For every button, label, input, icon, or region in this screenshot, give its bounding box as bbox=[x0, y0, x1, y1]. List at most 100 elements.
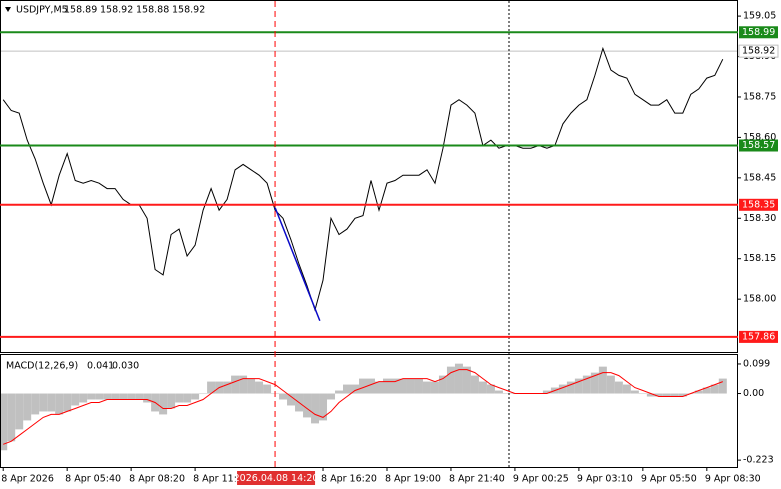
macd-bar bbox=[183, 393, 192, 403]
x-tick-label: 8 Apr 2026 bbox=[1, 474, 54, 485]
level-label-box bbox=[739, 198, 778, 211]
macd-bar bbox=[470, 375, 479, 394]
level-label: 158.99 bbox=[742, 27, 775, 38]
macd-bar bbox=[303, 393, 312, 418]
macd-bar bbox=[119, 393, 128, 400]
macd-bar bbox=[718, 378, 727, 394]
macd-bar bbox=[614, 381, 623, 394]
trendline bbox=[274, 207, 321, 322]
macd-bar bbox=[646, 393, 655, 397]
macd-bar bbox=[279, 393, 288, 400]
macd-bar bbox=[343, 384, 352, 394]
macd-bar bbox=[502, 393, 511, 395]
macd-bar bbox=[255, 381, 264, 394]
level-label-box bbox=[739, 139, 778, 152]
macd-bar bbox=[15, 393, 24, 430]
level-label: 158.57 bbox=[742, 140, 775, 151]
macd-bar bbox=[319, 393, 328, 421]
macd-bar bbox=[103, 393, 112, 400]
macd-bar bbox=[486, 384, 495, 394]
macd-bar bbox=[247, 378, 256, 394]
x-tick-label: 9 Apr 08:30 bbox=[705, 474, 761, 485]
macd-bar bbox=[175, 393, 184, 403]
macd-bar bbox=[566, 381, 575, 394]
macd-bar bbox=[654, 393, 663, 397]
macd-readout: 0.030 bbox=[112, 361, 139, 372]
y-tick-label: 159.05 bbox=[743, 11, 776, 22]
current-price-box bbox=[738, 44, 779, 58]
macd-bar bbox=[199, 393, 208, 395]
symbol-title: USDJPY,M5 bbox=[16, 5, 68, 16]
current-price-label: 158.92 bbox=[742, 46, 775, 57]
macd-bar bbox=[263, 384, 272, 394]
y-tick-label: 158.45 bbox=[743, 172, 776, 183]
macd-bar bbox=[143, 393, 152, 403]
macd-panel-frame bbox=[0, 354, 738, 468]
macd-bar bbox=[167, 393, 176, 409]
macd-bar bbox=[574, 378, 583, 394]
cursor-label-box bbox=[237, 471, 316, 485]
macd-bar bbox=[351, 384, 360, 394]
cursor-label: 2026.04.08 14:20 bbox=[234, 473, 319, 484]
macd-bar bbox=[87, 393, 96, 400]
signal-line bbox=[3, 369, 723, 445]
macd-bar bbox=[694, 390, 703, 394]
ohlc-high: 158.92 bbox=[100, 5, 133, 16]
x-tick-label: 9 Apr 03:10 bbox=[577, 474, 633, 485]
y-tick-label: 158.60 bbox=[743, 132, 776, 143]
macd-bar bbox=[0, 393, 8, 451]
macd-title: MACD(12,26,9) bbox=[6, 361, 78, 372]
macd-bar bbox=[558, 384, 567, 394]
ohlc-low: 158.88 bbox=[136, 5, 169, 16]
macd-bar bbox=[231, 375, 240, 394]
macd-bar bbox=[670, 393, 679, 397]
macd-bar bbox=[630, 390, 639, 394]
macd-bar bbox=[55, 393, 64, 415]
macd-bar bbox=[95, 393, 104, 400]
macd-bar bbox=[678, 393, 687, 397]
macd-bar bbox=[71, 393, 80, 406]
macd-bar bbox=[135, 393, 144, 400]
y-tick-label: -0.223 bbox=[743, 455, 774, 466]
macd-bar bbox=[454, 363, 463, 394]
macd-bar bbox=[63, 393, 72, 412]
macd-bar bbox=[239, 375, 248, 394]
level-label: 158.35 bbox=[742, 199, 775, 210]
macd-bar bbox=[598, 366, 607, 394]
macd-bar bbox=[478, 381, 487, 394]
macd-bar bbox=[398, 378, 407, 394]
macd-bar bbox=[542, 390, 551, 394]
x-tick-label: 8 Apr 16:20 bbox=[321, 474, 377, 485]
level-label-box bbox=[739, 26, 778, 39]
x-tick-label: 8 Apr 11:00 bbox=[193, 474, 249, 485]
price-line bbox=[2, 46, 724, 312]
x-tick-label: 9 Apr 00:25 bbox=[513, 474, 569, 485]
macd-bar bbox=[606, 375, 615, 394]
macd-bar bbox=[590, 372, 599, 394]
macd-bar bbox=[207, 381, 216, 394]
y-tick-label: 158.15 bbox=[743, 253, 776, 264]
macd-bar bbox=[7, 393, 16, 442]
y-tick-label: 158.00 bbox=[743, 294, 776, 305]
macd-bar bbox=[494, 390, 503, 394]
macd-bar bbox=[367, 378, 375, 394]
macd-bar bbox=[359, 378, 368, 394]
x-tick-label: 8 Apr 19:00 bbox=[385, 474, 441, 485]
x-tick-label: 8 Apr 08:20 bbox=[129, 474, 185, 485]
y-tick-label: 158.30 bbox=[743, 213, 776, 224]
y-tick-label: 0.00 bbox=[743, 388, 764, 399]
macd-bar bbox=[311, 393, 320, 424]
x-tick-label: 8 Apr 05:40 bbox=[65, 474, 121, 485]
macd-bar bbox=[111, 393, 120, 400]
macd-bar bbox=[287, 393, 296, 406]
macd-bar bbox=[127, 393, 136, 400]
y-tick-label: 158.75 bbox=[743, 91, 776, 102]
macd-readout: 0.041 bbox=[87, 361, 114, 372]
macd-bar bbox=[31, 393, 40, 415]
macd-bar bbox=[23, 393, 32, 421]
macd-bar bbox=[39, 393, 48, 412]
macd-bar bbox=[422, 381, 431, 394]
